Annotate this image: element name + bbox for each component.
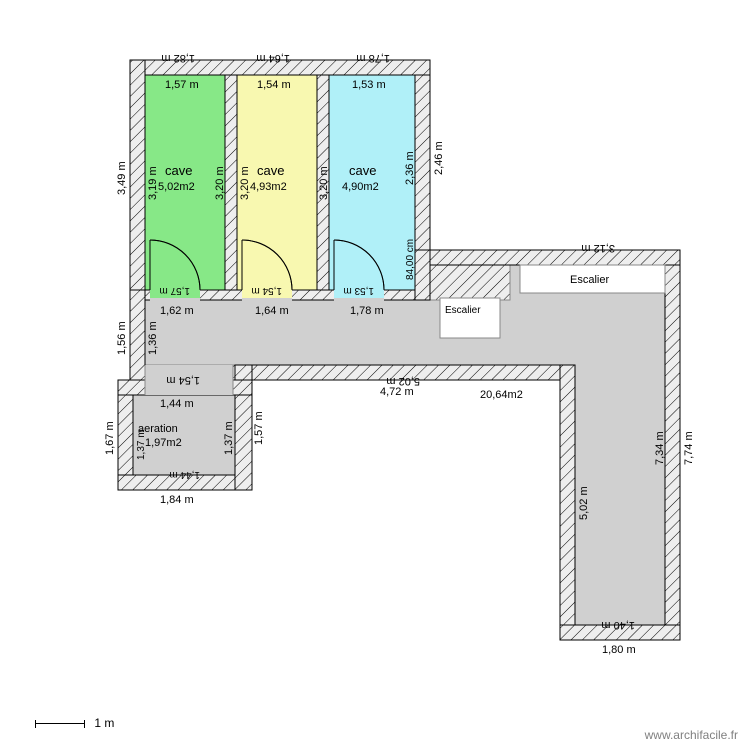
corridor-wall-rv1	[560, 365, 575, 640]
cave3-area: 4,90m2	[342, 181, 379, 193]
watermark: www.archifacile.fr	[645, 728, 738, 742]
floor-plan: cave 5,02m2 cave 4,93m2 cave 4,90m2 aera…	[0, 0, 750, 750]
dim-d37: 1,40 m	[601, 619, 635, 631]
dim-d8: 3,19 m	[147, 166, 159, 200]
dim-d24: 1,54 m	[166, 374, 200, 386]
dim-d12: 2,36 m	[404, 151, 416, 185]
cave1-area: 5,02m2	[158, 181, 195, 193]
door-open-3b	[334, 298, 384, 301]
dim-d36: 5,02 m	[578, 486, 590, 520]
wall-cave3-ext	[415, 250, 430, 300]
dim-d30: 1,37 m	[136, 429, 147, 460]
dim-d21: 1,78 m	[350, 305, 384, 317]
dim-d10: 3,20 m	[239, 166, 251, 200]
dim-d11: 3,20 m	[318, 166, 330, 200]
escalier2-name: Escalier	[445, 305, 481, 316]
cave3-name: cave	[349, 163, 376, 178]
dim-d22: 1,56 m	[116, 321, 128, 355]
dim-d38: 1,80 m	[602, 644, 636, 656]
dim-d14: 84,00 cm	[405, 239, 416, 280]
wall-left-upper	[130, 60, 145, 300]
corridor-wall-rv2	[665, 250, 680, 640]
dim-d18: 1,53 m	[343, 285, 374, 296]
door-open-1b	[150, 298, 200, 301]
dim-d32: 1,44 m	[169, 469, 200, 480]
dim-d29: 1,37 m	[223, 421, 235, 455]
scale-label: 1 m	[94, 716, 114, 730]
aeration-wall-left	[118, 380, 133, 490]
partition-1	[225, 60, 237, 300]
dim-d15: 3,12 m	[581, 242, 615, 254]
dim-d31: 1,57 m	[253, 411, 265, 445]
dim-d3: 1,78 m	[356, 52, 390, 64]
dim-d17: 1,54 m	[251, 285, 282, 296]
cave1-name: cave	[165, 163, 192, 178]
dim-d6: 1,53 m	[352, 79, 386, 91]
dim-d33: 1,84 m	[160, 494, 194, 506]
cave2-name: cave	[257, 163, 284, 178]
escalier-name: Escalier	[570, 274, 609, 286]
cave2-area: 4,93m2	[250, 181, 287, 193]
dim-d35: 7,74 m	[683, 431, 695, 465]
dim-d2: 1,64 m	[256, 52, 290, 64]
dim-d9: 3,20 m	[214, 166, 226, 200]
dim-d19: 1,62 m	[160, 305, 194, 317]
dim-d13: 2,46 m	[433, 141, 445, 175]
dim-d34: 7,34 m	[654, 431, 666, 465]
wall-left-lower	[130, 290, 145, 380]
dim-d7: 3,49 m	[116, 161, 128, 195]
aeration-area: 1,97m2	[145, 437, 182, 449]
dim-d20: 1,64 m	[255, 305, 289, 317]
dim-d26: 4,72 m	[380, 386, 414, 398]
scale-indicator: 1 m	[35, 716, 114, 730]
escalier-small	[440, 298, 500, 338]
dim-d27: 1,67 m	[104, 421, 116, 455]
corridor-area: 20,64m2	[480, 389, 523, 401]
dim-d23: 1,36 m	[147, 321, 159, 355]
dim-d5: 1,54 m	[257, 79, 291, 91]
wall-right-caves	[415, 60, 430, 265]
dim-d1: 1,82 m	[161, 52, 195, 64]
dim-d28: 1,44 m	[160, 398, 194, 410]
corridor-wall-top-ext	[415, 250, 680, 265]
dim-d4: 1,57 m	[165, 79, 199, 91]
dim-d16: 1,57 m	[159, 285, 190, 296]
door-open-2b	[242, 298, 292, 301]
